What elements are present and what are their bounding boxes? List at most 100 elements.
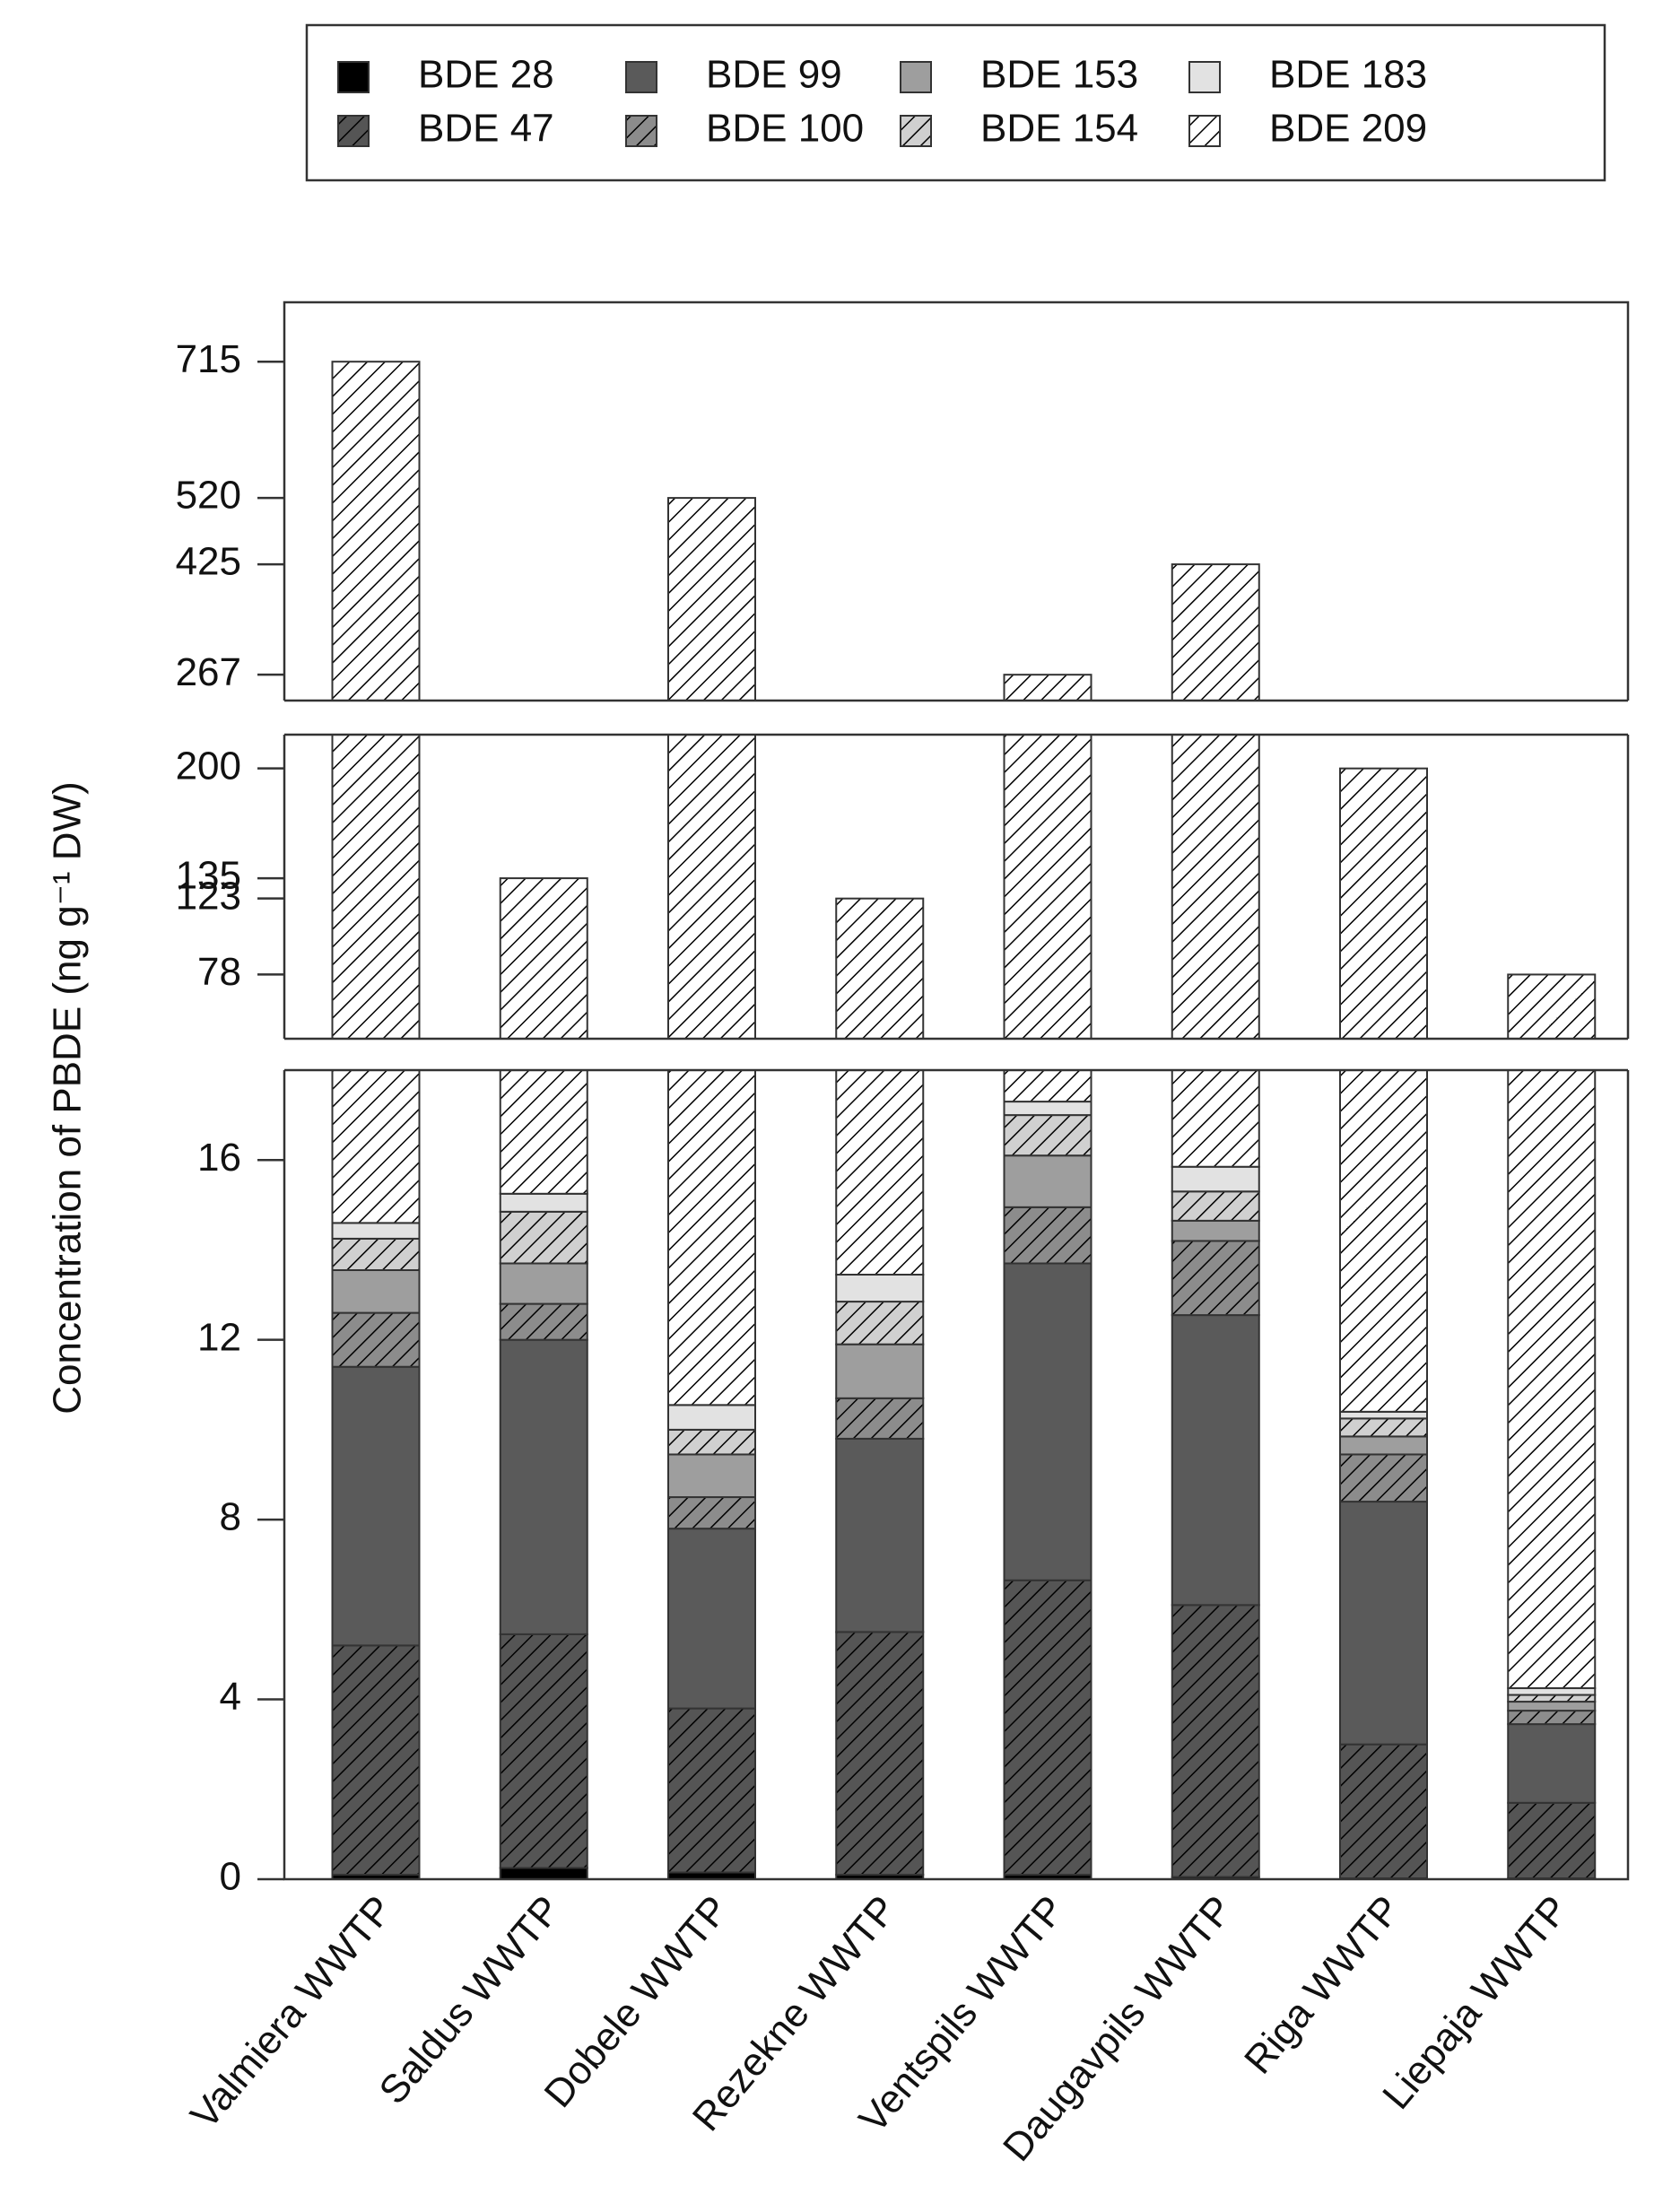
bar-segment [1003, 734, 1093, 1040]
legend-swatch [625, 61, 657, 93]
bar-segment [1003, 1069, 1093, 1103]
bar-segment [835, 897, 925, 1041]
bar-segment [1003, 1154, 1093, 1208]
legend-swatch [900, 61, 932, 93]
legend-swatch [625, 115, 657, 147]
x-tick-label: Dobele WWTP [536, 1887, 738, 2115]
bar-segment [499, 1069, 588, 1195]
y-tick-label: 267 [176, 650, 241, 694]
legend-label: BDE 47 [418, 107, 554, 151]
bar-segment [1507, 1801, 1597, 1879]
bar-segment [499, 1338, 588, 1635]
bar-segment [1339, 1410, 1428, 1420]
bar-segment [1339, 1501, 1428, 1746]
bar-segment [1171, 1604, 1260, 1878]
bar-segment [1171, 1314, 1260, 1607]
y-tick-label: 16 [197, 1136, 241, 1180]
bar-segment [667, 734, 756, 1040]
bar-segment [1507, 1710, 1597, 1726]
y-tick-label: 4 [220, 1675, 241, 1719]
bar-segment [499, 1192, 588, 1213]
bar-segment [667, 1069, 756, 1406]
legend-swatch [1188, 115, 1221, 147]
bar-segment [1003, 1579, 1093, 1876]
bar-segment [1003, 1206, 1093, 1265]
bar-segment [1339, 1417, 1428, 1438]
bar-segment [331, 1237, 421, 1271]
legend-label: BDE 183 [1269, 53, 1427, 97]
legend-label: BDE 209 [1269, 107, 1427, 151]
bar-segment [1339, 1453, 1428, 1503]
bar-segment [667, 1496, 756, 1530]
axis-break [283, 701, 1630, 735]
bar-segment [1507, 1701, 1597, 1712]
bar-segment [1339, 767, 1428, 1041]
bar-segment [331, 1222, 421, 1240]
x-tick-label: Saldus WWTP [370, 1887, 569, 2112]
x-tick-label: Riga WWTP [1236, 1887, 1409, 2082]
bar-segment [835, 1397, 925, 1440]
bar-segment [331, 361, 421, 701]
bar-segment [1171, 734, 1260, 1040]
legend-swatch [337, 115, 370, 147]
bar-segment [835, 1301, 925, 1345]
bar-segment [331, 734, 421, 1040]
legend-label: BDE 99 [706, 53, 842, 97]
plot-frame [283, 300, 1630, 1881]
y-tick-label: 12 [197, 1315, 241, 1359]
bar-segment [331, 1365, 421, 1647]
bar-segment [835, 1343, 925, 1399]
bar-segment [331, 1311, 421, 1368]
bar-segment [1171, 1165, 1260, 1193]
bar-segment [1003, 674, 1093, 702]
x-tick-label: Liepaja WWTP [1374, 1887, 1577, 2117]
bar-segment [1339, 1069, 1428, 1413]
bar-segment [499, 1867, 588, 1880]
bar-segment [499, 1210, 588, 1265]
y-tick-label: 715 [176, 337, 241, 381]
y-tick-label: 520 [176, 474, 241, 518]
bar-segment [1171, 1190, 1260, 1222]
legend-label: BDE 154 [980, 107, 1138, 151]
bar-segment [835, 1069, 925, 1276]
bar-segment [1507, 1069, 1597, 1690]
axis-break [283, 1039, 1630, 1070]
bar-segment [1171, 1219, 1260, 1242]
bar-segment [667, 1428, 756, 1456]
bar-segment [835, 1631, 925, 1876]
legend-label: BDE 100 [706, 107, 864, 151]
bar-segment [835, 1274, 925, 1303]
bar-segment [1507, 1687, 1597, 1696]
bar-segment [1507, 1723, 1597, 1804]
bar-segment [1507, 1694, 1597, 1703]
bar-segment [1339, 1435, 1428, 1456]
bar-segment [667, 1707, 756, 1874]
bar-segment [1171, 563, 1260, 702]
y-tick-label: 135 [176, 854, 241, 898]
legend-label: BDE 153 [980, 53, 1138, 97]
legend-swatch [1188, 61, 1221, 93]
bar-segment [667, 1404, 756, 1431]
bar-segment [667, 1528, 756, 1710]
y-tick-label: 123 [176, 874, 241, 918]
x-tick-label: Valmiera WWTP [182, 1887, 401, 2137]
bar-segment [499, 1302, 588, 1341]
y-tick-label: 425 [176, 540, 241, 584]
legend-swatch [337, 61, 370, 93]
bar-segment [667, 497, 756, 702]
y-tick-label: 78 [197, 950, 241, 994]
bar-segment [331, 1069, 421, 1224]
y-tick-label: 200 [176, 744, 241, 788]
bar-segment [1171, 1240, 1260, 1317]
y-axis-label: Concentration of PBDE (ng g⁻¹ DW) [46, 781, 90, 1414]
bar-segment [331, 1644, 421, 1876]
bar-segment [1003, 1114, 1093, 1157]
bar-segment [1003, 1101, 1093, 1117]
legend-swatch [900, 115, 932, 147]
y-tick-label: 0 [220, 1855, 241, 1899]
bar-segment [1507, 973, 1597, 1041]
bar-segment [667, 1453, 756, 1499]
y-tick-label: 8 [220, 1495, 241, 1539]
bar-segment [499, 877, 588, 1040]
